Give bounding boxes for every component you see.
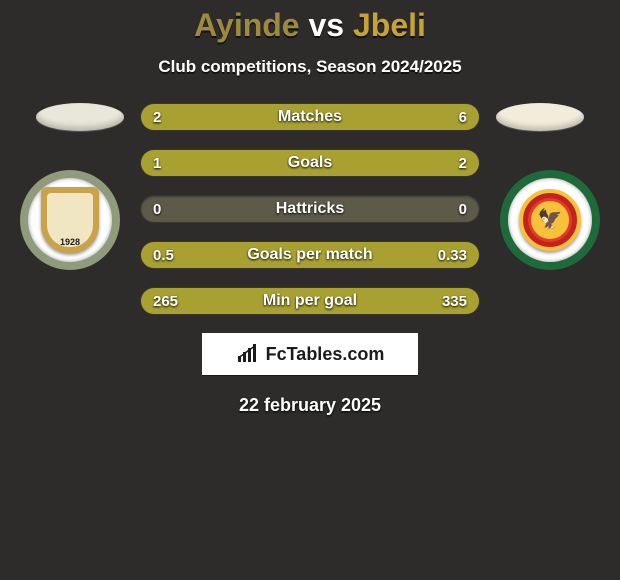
stat-value-left: 0 (141, 196, 173, 222)
side-left (20, 103, 140, 131)
branding-badge: FcTables.com (202, 333, 418, 375)
player1-ellipse-icon (36, 103, 124, 131)
bar-fill-left (141, 242, 344, 268)
bar-fill-right (290, 288, 479, 314)
vs-text: vs (308, 7, 344, 43)
stat-value-right: 0 (447, 196, 479, 222)
stat-row: 265 335 Min per goal (0, 287, 620, 315)
stat-bar: 1 2 Goals (140, 149, 480, 177)
stat-row: 0.5 0.33 Goals per match (0, 241, 620, 269)
bar-fill-right (226, 104, 480, 130)
comparison-title: Ayinde vs Jbeli (0, 8, 620, 43)
stat-label: Hattricks (141, 196, 479, 222)
player2-ellipse-icon (496, 103, 584, 131)
stat-bar: 0 0 Hattricks (140, 195, 480, 223)
bar-chart-icon (236, 344, 260, 364)
bar-fill-left (141, 288, 290, 314)
stat-row: 2 6 Matches (0, 103, 620, 131)
player1-name: Ayinde (194, 7, 300, 43)
stat-row: 0 0 Hattricks (0, 195, 620, 223)
stat-row: 1 2 Goals (0, 149, 620, 177)
stats-list: 2 6 Matches 1 2 Goals (0, 103, 620, 315)
bar-fill-right (344, 242, 479, 268)
bar-fill-right (254, 150, 479, 176)
stat-bar: 0.5 0.33 Goals per match (140, 241, 480, 269)
branding-text: FcTables.com (266, 344, 385, 365)
side-right (480, 103, 600, 131)
comparison-date: 22 february 2025 (0, 395, 620, 416)
bar-fill-left (141, 150, 254, 176)
stat-bar: 265 335 Min per goal (140, 287, 480, 315)
subtitle: Club competitions, Season 2024/2025 (0, 57, 620, 77)
stat-bar: 2 6 Matches (140, 103, 480, 131)
bar-fill-left (141, 104, 226, 130)
player2-name: Jbeli (353, 7, 426, 43)
